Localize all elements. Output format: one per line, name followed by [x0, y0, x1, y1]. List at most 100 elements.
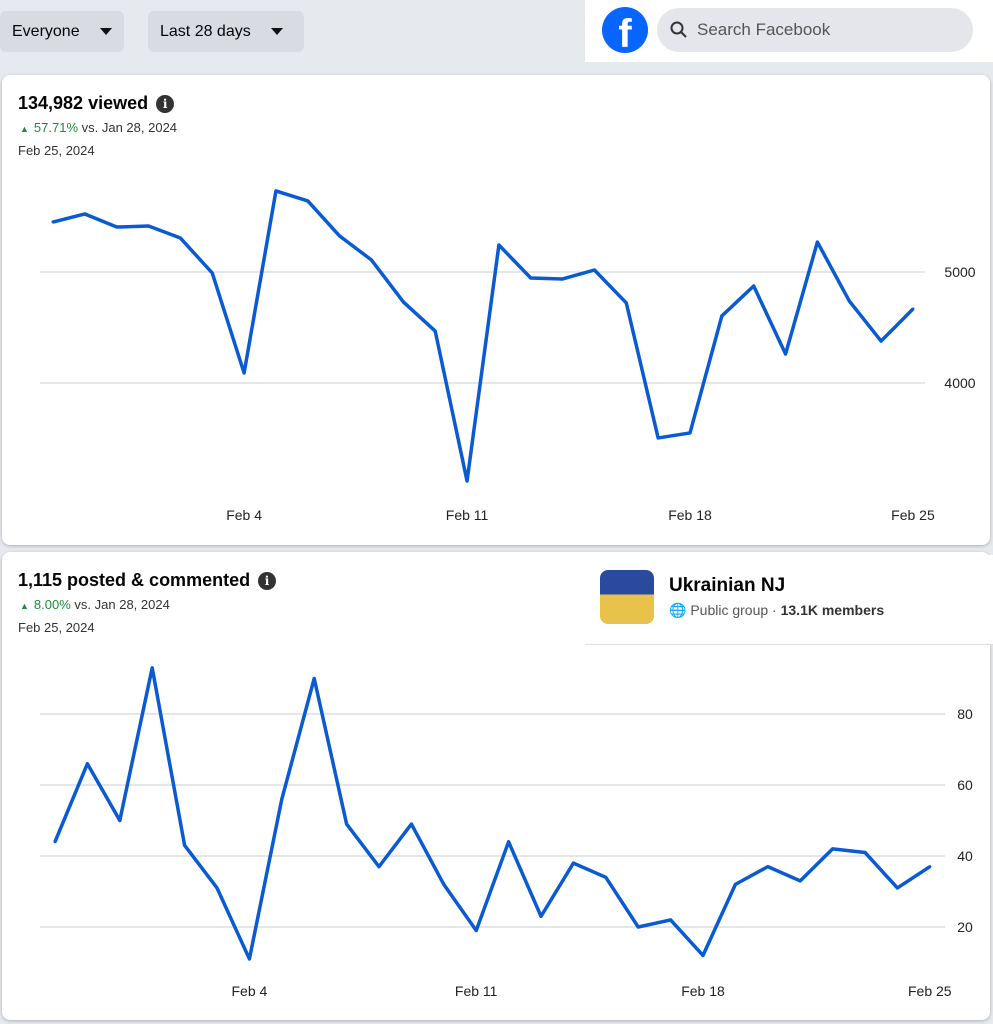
data-point: [571, 861, 575, 865]
data-point: [306, 199, 310, 203]
data-point: [895, 886, 899, 890]
search-icon: [670, 21, 687, 38]
data-point: [592, 268, 596, 272]
views-date: Feb 25, 2024: [18, 143, 95, 158]
series-line: [52, 189, 915, 483]
x-tick-label: Feb 4: [231, 983, 267, 999]
y-tick-label: 40: [957, 848, 973, 864]
x-tick-label: Feb 11: [446, 507, 489, 523]
data-point: [529, 276, 533, 280]
y-tick-label: 60: [957, 777, 973, 793]
data-point: [879, 339, 883, 343]
globe-icon: 🌐: [669, 602, 687, 618]
search-placeholder: Search Facebook: [697, 20, 831, 39]
date-range-label: Last 28 days: [160, 22, 251, 40]
caret-down-icon: [99, 28, 112, 35]
x-tick-label: Feb 18: [668, 507, 712, 523]
data-point: [798, 879, 802, 883]
data-point: [242, 371, 246, 375]
data-point: [183, 843, 187, 847]
data-point: [370, 258, 373, 262]
data-point: [215, 886, 219, 890]
data-point: [115, 225, 119, 229]
data-point: [465, 479, 469, 483]
data-point: [280, 797, 284, 801]
data-point: [784, 352, 788, 356]
group-meta: 🌐 Public group · 13.1K members: [669, 602, 885, 618]
data-point: [433, 329, 437, 333]
arrow-up-icon: ▲: [20, 601, 29, 611]
group-card[interactable]: Ukrainian NJ 🌐 Public group · 13.1K memb…: [585, 555, 993, 645]
data-point: [345, 822, 349, 826]
engagement-delta: ▲ 8.00% vs. Jan 28, 2024: [20, 597, 170, 612]
x-tick-label: Feb 4: [226, 507, 262, 523]
info-icon[interactable]: i: [156, 94, 175, 113]
info-icon[interactable]: i: [258, 571, 277, 590]
data-point: [720, 314, 724, 318]
y-tick-label: 80: [957, 706, 973, 722]
data-point: [507, 840, 511, 844]
audience-dropdown[interactable]: Everyone: [0, 11, 124, 52]
data-point: [539, 914, 543, 918]
series-line: [53, 666, 931, 961]
data-point: [401, 300, 405, 304]
data-point: [847, 299, 851, 303]
data-point: [636, 925, 640, 929]
engagement-chart: 20 40 60 80 Feb 4 Feb 11 Feb 18 Feb 25: [40, 666, 973, 999]
data-point: [247, 957, 251, 961]
data-point: [733, 882, 737, 886]
data-point: [377, 865, 381, 869]
data-point: [53, 840, 57, 844]
search-input[interactable]: Search Facebook: [657, 8, 973, 52]
data-point: [561, 277, 565, 281]
caret-down-icon: [270, 28, 283, 35]
data-point: [701, 953, 705, 957]
data-point: [338, 234, 342, 238]
arrow-up-icon: ▲: [20, 124, 29, 134]
data-point: [815, 240, 819, 244]
data-point: [688, 431, 692, 435]
x-tick-label: Feb 25: [908, 983, 952, 999]
data-point: [409, 822, 413, 826]
data-point: [147, 224, 151, 228]
data-point: [656, 436, 660, 440]
group-avatar: [600, 570, 654, 624]
data-point: [669, 918, 673, 922]
x-tick-label: Feb 25: [891, 507, 935, 523]
y-tick-label: 5000: [944, 264, 975, 280]
data-point: [312, 677, 316, 680]
data-point: [624, 301, 628, 305]
audience-label: Everyone: [12, 22, 80, 40]
data-point: [274, 189, 278, 193]
data-point: [474, 929, 478, 933]
y-tick-label: 20: [957, 919, 973, 935]
views-card: 134,982 viewed i ▲ 57.71% vs. Jan 28, 2024…: [2, 75, 990, 545]
facebook-logo-icon[interactable]: f: [602, 7, 648, 53]
y-tick-label: 4000: [944, 375, 975, 391]
x-tick-label: Feb 11: [455, 983, 498, 999]
views-chart: 4000 5000 Feb 4 Feb 11 Feb 18 Feb 25: [40, 189, 976, 523]
data-point: [831, 847, 835, 851]
group-name: Ukrainian NJ: [669, 575, 786, 596]
data-point: [752, 284, 756, 288]
data-point: [118, 819, 122, 822]
data-point: [178, 236, 182, 240]
data-point: [83, 212, 87, 216]
views-title: 134,982 viewed i: [18, 93, 175, 114]
engagement-date: Feb 25, 2024: [18, 620, 95, 635]
data-point: [928, 865, 932, 869]
views-delta: ▲ 57.71% vs. Jan 28, 2024: [20, 120, 178, 135]
data-point: [911, 307, 915, 311]
data-point: [51, 220, 55, 224]
data-point: [863, 850, 867, 854]
x-tick-label: Feb 18: [681, 983, 725, 999]
engagement-title: 1,115 posted & commented i: [18, 570, 277, 591]
data-point: [210, 271, 214, 275]
data-point: [150, 666, 154, 670]
date-range-dropdown[interactable]: Last 28 days: [148, 11, 304, 52]
data-point: [497, 243, 501, 247]
data-point: [604, 875, 608, 879]
data-point: [85, 762, 89, 766]
data-point: [442, 882, 446, 886]
data-point: [766, 865, 770, 869]
